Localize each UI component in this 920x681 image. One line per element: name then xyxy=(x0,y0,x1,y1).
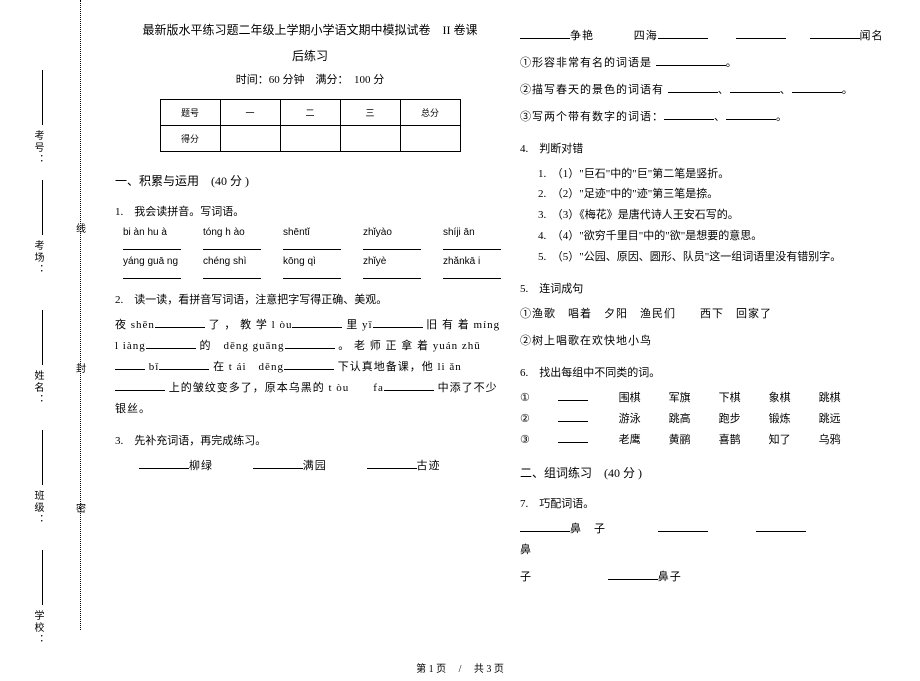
sidebar-label: 考号： xyxy=(30,130,45,166)
question-1: 1. 我会读拼音。写词语。 xyxy=(115,203,505,219)
pinyin-row-1: bi àn hu à tóng h ào shēntǐ zhǐyào shíji… xyxy=(123,227,505,238)
q3-cont-3: ②描写春天的景色的词语有 、、。 xyxy=(520,80,910,101)
q4-item-2: 2. （2）"足迹"中的"迹"第三笔是捺。 xyxy=(538,184,910,205)
th-4: 总分 xyxy=(400,100,460,126)
blank-row-1 xyxy=(123,240,505,250)
question-3: 3. 先补充词语，再完成练习。 xyxy=(115,432,505,448)
q4-item-5: 5. （5）"公园、原因、圆形、队员"这一组词语里没有错别字。 xyxy=(538,247,910,268)
question-2: 2. 读一读，看拼音写词语，注意把字写得正确、美观。 xyxy=(115,291,505,307)
question-4: 4. 判断对错 xyxy=(520,140,910,156)
q4-item-3: 3. （3）《梅花》是唐代诗人王安石写的。 xyxy=(538,205,910,226)
left-column: 最新版水平练习题二年级上学期小学语文期中模拟试卷 II 卷课 后练习 时间：60… xyxy=(115,20,505,483)
q3-blanks: 柳绿 满园 古迹 xyxy=(115,456,505,477)
blank-row-2 xyxy=(123,269,505,279)
page-footer: 第 1 页 / 共 3 页 xyxy=(0,660,920,675)
fold-mark: 封 xyxy=(76,360,86,375)
exam-subtitle: 时间：60 分钟 满分： 100 分 xyxy=(115,71,505,87)
cut-line xyxy=(80,0,81,630)
sidebar-label: 考场： xyxy=(30,240,45,276)
td-score-label: 得分 xyxy=(160,126,220,152)
q7-line-2: 子 鼻子 xyxy=(520,567,910,588)
sidebar-label: 姓名： xyxy=(30,370,45,406)
exam-title-2: 后练习 xyxy=(115,46,505,68)
q4-item-4: 4. （4）"欲穷千里目"中的"欲"是想要的意思。 xyxy=(538,226,910,247)
paragraph-2: 夜 shēn 了 ， 教 学 l òu 里 yī 旧 有 着 míng l ià… xyxy=(115,315,505,419)
right-column: 争艳 四海 闻名 ①形容非常有名的词语是 。 ②描写春天的景色的词语有 、、。 … xyxy=(520,20,910,594)
q3-cont-1: 争艳 四海 闻名 xyxy=(520,26,910,47)
pinyin-row-2: yáng guā ng chéng shì kōng qì zhǐyè zhǎn… xyxy=(123,256,505,267)
question-6: 6. 找出每组中不同类的词。 xyxy=(520,364,910,380)
question-5: 5. 连词成句 xyxy=(520,280,910,296)
th-2: 二 xyxy=(280,100,340,126)
q5-line-2: ②树上唱歌在欢快地小鸟 xyxy=(520,331,910,352)
q7-line-1: 鼻 子 鼻 xyxy=(520,519,910,561)
th-3: 三 xyxy=(340,100,400,126)
th-1: 一 xyxy=(220,100,280,126)
table-row: 题号 一 二 三 总分 xyxy=(160,100,460,126)
exam-title-1: 最新版水平练习题二年级上学期小学语文期中模拟试卷 II 卷课 xyxy=(115,20,505,42)
q6-row-2: ② 游泳跳高跑步锻炼跳远 xyxy=(520,409,910,430)
question-7: 7. 巧配词语。 xyxy=(520,495,910,511)
q3-cont-4: ③写两个带有数字的词语：、。 xyxy=(520,107,910,128)
binding-sidebar: 考号： 考场： 姓名： 班级： 学校： 线封密 xyxy=(0,0,95,681)
q5-line-1: ①渔歌 唱着 夕阳 渔民们 西下 回家了 xyxy=(520,304,910,325)
q4-item-1: 1. （1）"巨石"中的"巨"第二笔是竖折。 xyxy=(538,164,910,185)
table-row: 得分 xyxy=(160,126,460,152)
score-table: 题号 一 二 三 总分 得分 xyxy=(160,99,461,152)
fold-mark: 密 xyxy=(76,500,86,515)
fold-mark: 线 xyxy=(76,220,86,235)
q6-row-1: ① 围棋军旗下棋象棋跳棋 xyxy=(520,388,910,409)
sidebar-label: 学校： xyxy=(30,610,45,646)
q3-cont-2: ①形容非常有名的词语是 。 xyxy=(520,53,910,74)
sidebar-label: 班级： xyxy=(30,490,45,526)
q6-row-3: ③ 老鹰黄鹂喜鹊知了乌鸦 xyxy=(520,430,910,451)
section-1-heading: 一、积累与运用 (40 分 ) xyxy=(115,172,505,189)
section-2-heading: 二、组词练习 (40 分 ) xyxy=(520,464,910,481)
th-0: 题号 xyxy=(160,100,220,126)
